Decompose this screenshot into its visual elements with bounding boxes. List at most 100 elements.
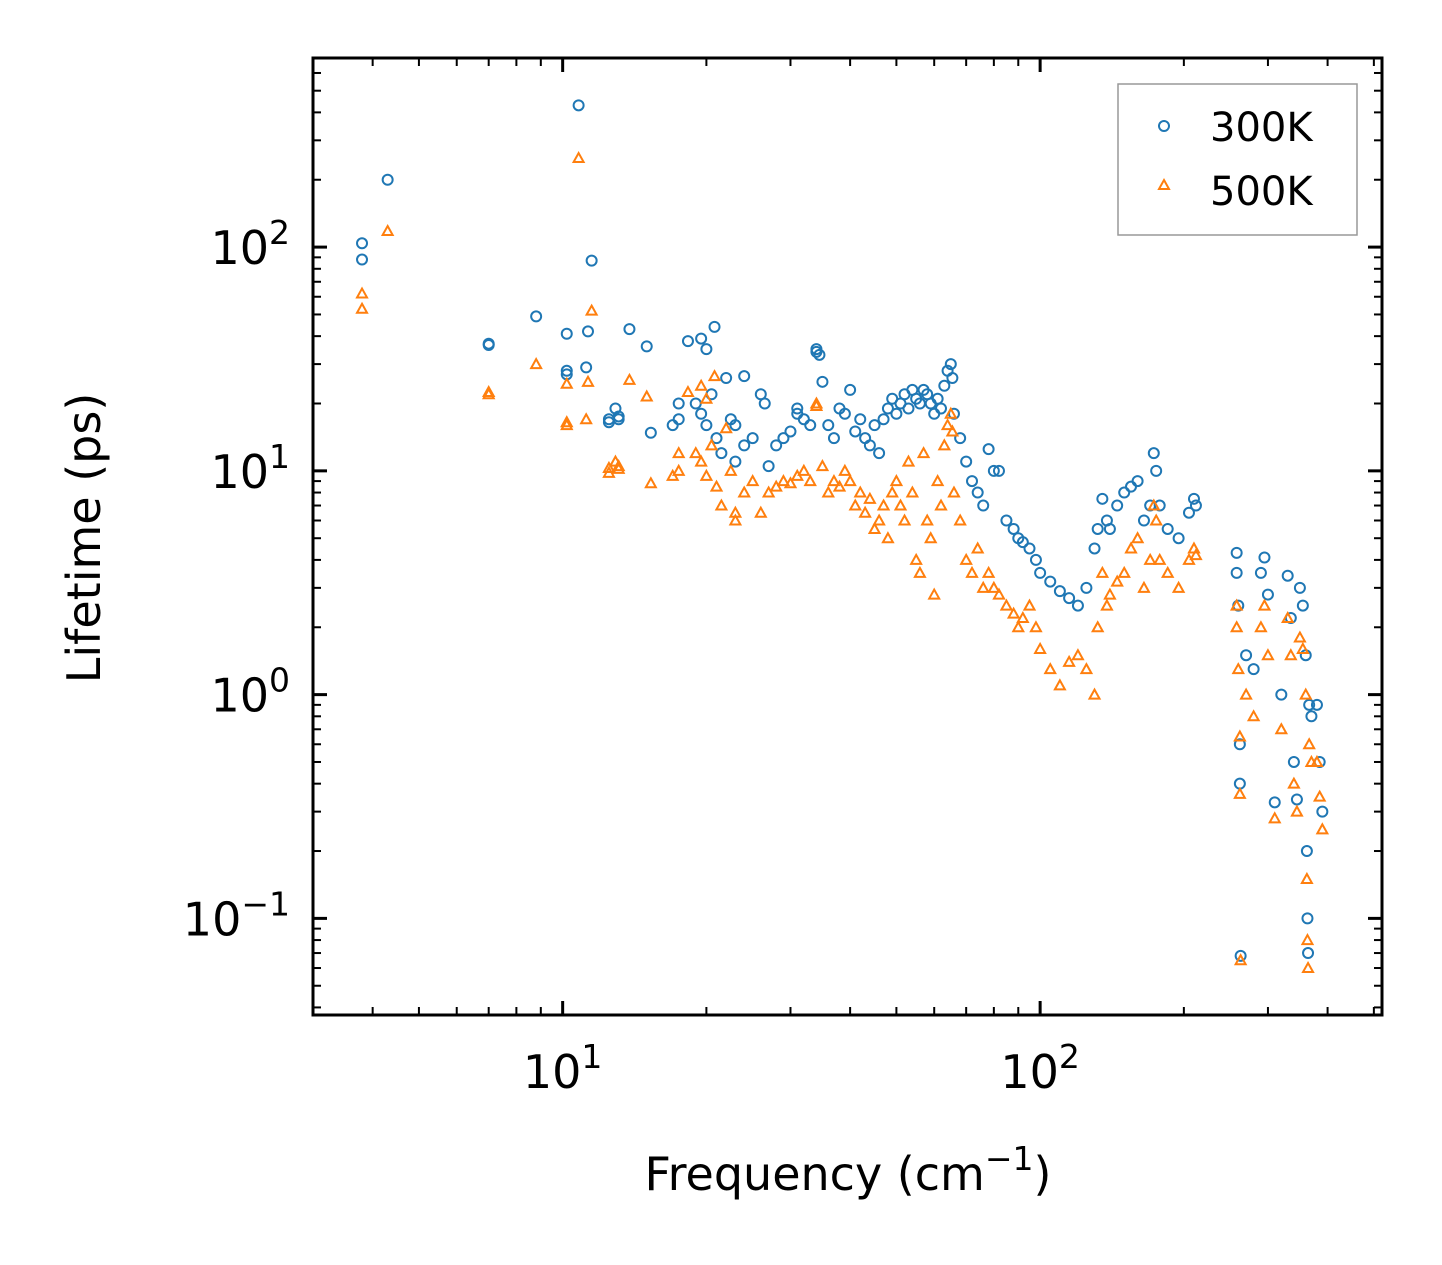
y-tick-label: 10−1 [183,884,290,946]
point-300k [1063,592,1076,605]
point-300k [1118,486,1131,499]
point-300k [838,407,851,420]
point-500k [783,476,798,489]
point-500k [1300,871,1314,884]
point-300k [720,372,733,385]
point-300k [844,383,857,396]
point-300k [944,358,957,371]
point-500k [754,505,768,518]
point-500k [1029,620,1043,633]
point-500k [815,459,830,472]
point-300k [946,372,959,385]
point-300k [623,323,636,336]
point-500k [1301,960,1315,974]
point-500k [953,513,967,526]
point-500k [689,446,703,459]
point-500k [640,389,654,402]
point-500k [965,565,979,578]
point-500k [1281,610,1295,623]
point-300k [1125,480,1138,493]
point-300k [1189,499,1202,512]
point-300k [381,173,394,186]
point-300k [681,335,694,348]
points-layer [355,99,1330,974]
point-500k [1062,654,1076,667]
point-500k [579,412,593,425]
point-300k [708,320,721,333]
point-500k [809,398,824,411]
point-500k [940,418,955,431]
point-300k [1234,949,1247,962]
point-300k [758,397,771,410]
legend-label-300k: 300K [1210,105,1314,151]
point-300k [1290,793,1303,806]
point-300k [1131,475,1144,488]
point-500k [1233,729,1247,742]
point-300k [992,464,1005,477]
point-500k [905,485,920,498]
point-300k [612,413,625,426]
point-300k [854,413,867,426]
point-300k [1275,688,1288,701]
point-500k [1315,822,1330,835]
point-500k [920,513,934,526]
point-300k [700,419,713,432]
point-300k [1258,551,1271,564]
point-500k [1229,620,1244,633]
point-300k [1254,566,1267,579]
x-tick-label: 101 [523,1037,603,1099]
point-500k [1152,552,1167,565]
point-500k [737,485,751,498]
point-500k [1233,953,1248,966]
point-500k [481,384,496,398]
point-300k [1172,532,1185,545]
y-axis-title: Lifetime (ps) [57,393,111,684]
point-500k [1268,811,1282,824]
point-500k [560,376,574,389]
point-500k [853,485,867,498]
point-300k [1016,536,1029,549]
point-300k [738,439,751,452]
point-500k [1302,737,1316,750]
legend-frame [1117,83,1358,236]
point-300k [928,407,941,420]
point-500k [944,406,958,419]
point-300k [672,413,685,426]
point-500k [1300,933,1315,946]
point-500k [1284,648,1298,661]
point-500k [1147,498,1161,511]
point-500k [355,286,369,299]
point-300k [560,327,573,340]
point-500k [571,150,586,164]
point-300k [849,425,862,438]
point-500k [924,531,938,544]
point-500k [821,485,835,498]
point-300k [689,397,702,410]
point-500k [724,463,738,476]
point-500k [681,384,695,398]
point-300k [1287,755,1300,768]
point-500k [1022,598,1037,611]
point-500k [704,438,719,451]
point-300k [482,339,495,352]
point-500k [981,565,996,578]
point-500k [1239,687,1253,700]
point-500k [970,541,985,554]
point-300k [1316,805,1329,818]
y-tick-label: 100 [210,661,290,723]
point-300k [1111,499,1124,512]
point-300k [1034,566,1047,579]
point-500k [1110,574,1124,587]
point-300k [1302,947,1315,960]
point-500k [1160,565,1175,578]
point-500k [1124,541,1138,554]
point-500k [945,424,960,437]
point-300k [987,464,1000,477]
point-500k [827,474,841,487]
point-500k [709,479,724,492]
point-500k [1310,754,1324,767]
legend-marker-300k [1158,120,1170,132]
point-500k [832,479,847,492]
point-500k [1100,598,1114,611]
